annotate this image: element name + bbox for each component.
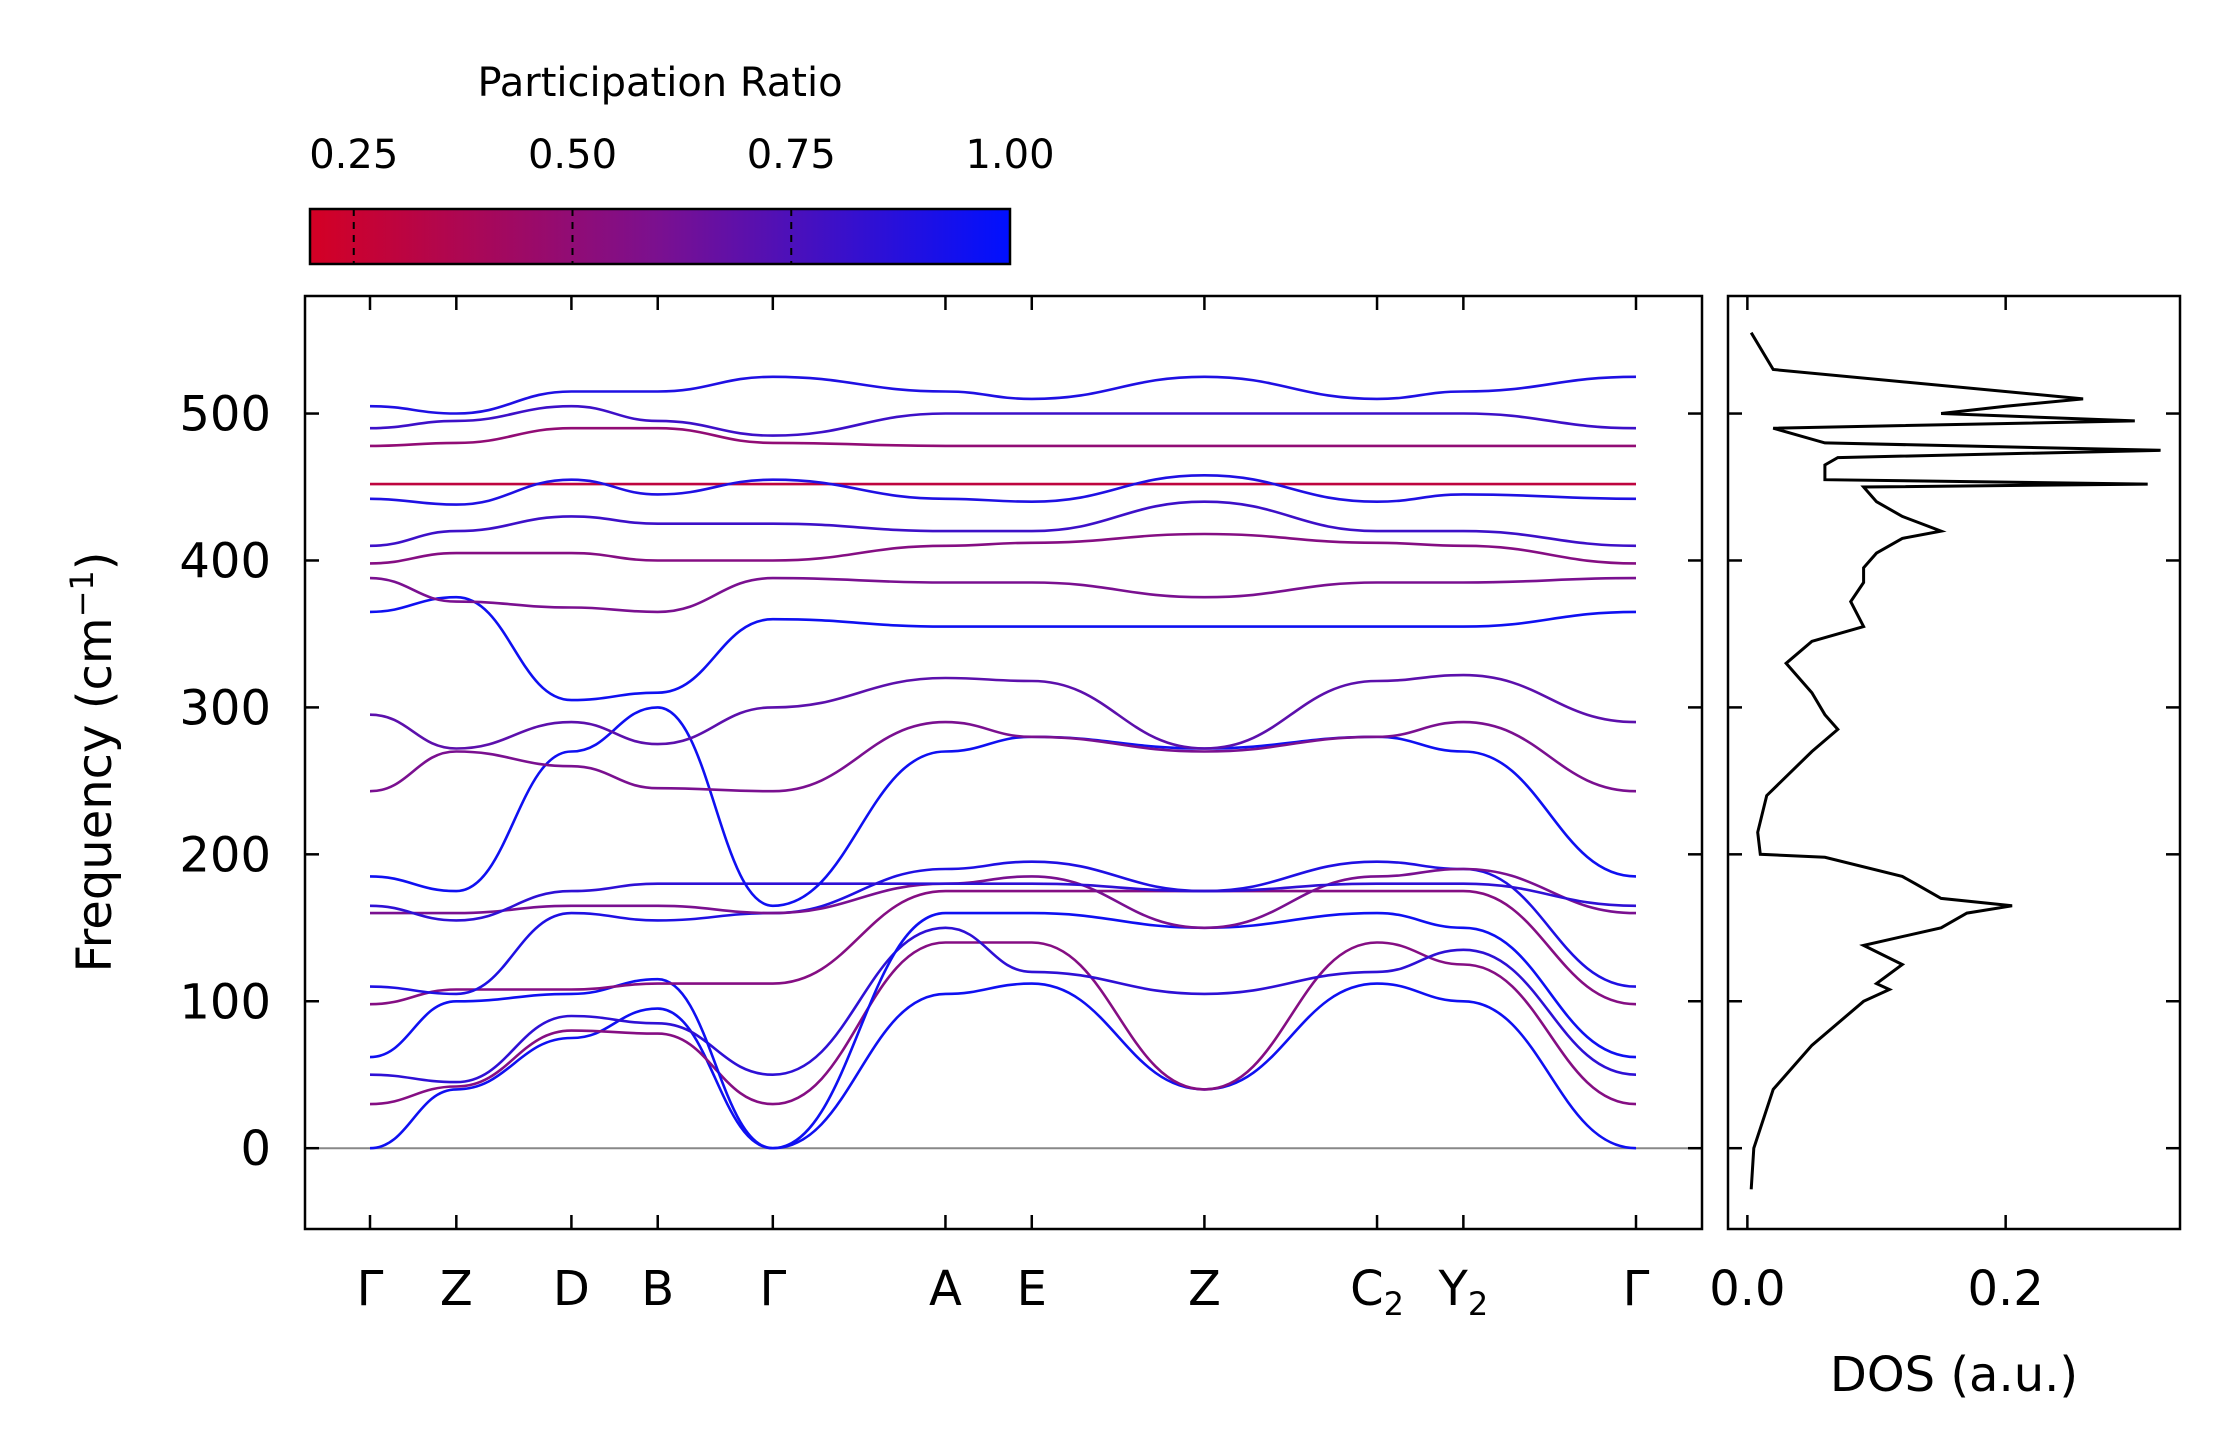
- y-tick-label: 500: [179, 387, 271, 443]
- colorbar-gradient: [308, 207, 1012, 266]
- high-symmetry-label: Z: [440, 1261, 473, 1317]
- y-axis-title: Frequency (cm−1): [63, 551, 123, 972]
- dos-y-ticks: [1728, 412, 2180, 1150]
- dos-x-tick-label: 0.0: [1709, 1261, 1785, 1317]
- phonon-band: [369, 404, 1637, 437]
- band-plot-frame: [303, 294, 1704, 1231]
- phonon-band: [369, 532, 1637, 565]
- high-symmetry-label: Z: [1188, 1261, 1221, 1317]
- phonon-band: [369, 473, 1637, 506]
- colorbar-tick-label: 0.75: [747, 132, 836, 178]
- phonon-band: [369, 595, 1637, 702]
- phonon-band: [369, 889, 1637, 1006]
- colorbar-title: Participation Ratio: [477, 60, 842, 106]
- high-symmetry-label: E: [1017, 1261, 1047, 1317]
- high-symmetry-label: Y2: [1438, 1261, 1489, 1323]
- phonon-band: [369, 500, 1637, 548]
- phonon-band: [369, 576, 1637, 614]
- phonon-band: [369, 982, 1637, 1150]
- band-y-ticks: 0 100 200 300 400 500: [179, 387, 1702, 1177]
- colorbar-tick-label: 0.25: [309, 132, 398, 178]
- colorbar-tick-label: 0.50: [528, 132, 617, 178]
- phonon-band: [369, 673, 1637, 750]
- dos-curve: [1749, 331, 2161, 1190]
- high-symmetry-label: Γ: [357, 1261, 384, 1317]
- phonon-bands: [369, 375, 1637, 1150]
- phonon-band: [369, 706, 1637, 908]
- phonon-band: [369, 926, 1637, 1084]
- colorbar-tick-label: 1.00: [965, 132, 1054, 178]
- y-tick-label: 0: [240, 1121, 271, 1177]
- high-symmetry-label: Γ: [759, 1261, 786, 1317]
- y-tick-label: 300: [179, 680, 271, 736]
- y-tick-label: 200: [179, 827, 271, 883]
- dos-plot-frame: [1726, 294, 2182, 1231]
- high-symmetry-label: D: [553, 1261, 590, 1317]
- high-symmetry-label: A: [929, 1261, 962, 1317]
- dos-x-axis-title: DOS (a.u.): [1830, 1347, 2078, 1403]
- dos-x-tick-label: 0.2: [1967, 1261, 2043, 1317]
- phonon-band: [369, 867, 1637, 930]
- high-symmetry-label: B: [641, 1261, 674, 1317]
- y-tick-label: 400: [179, 533, 271, 589]
- phonon-band: [369, 860, 1637, 996]
- high-symmetry-label: Γ: [1623, 1261, 1650, 1317]
- phonon-band: [369, 720, 1637, 793]
- y-tick-label: 100: [179, 974, 271, 1030]
- colorbar-ticks: 0.25 0.50 0.75 1.00: [309, 132, 1055, 264]
- dos-panel: 0.0 0.2 DOS (a.u.): [1709, 294, 2182, 1403]
- phonon-band: [369, 375, 1637, 415]
- phonon-band: [369, 882, 1637, 922]
- phonon-band: [369, 911, 1637, 1150]
- high-symmetry-label: C2: [1350, 1261, 1404, 1323]
- phonon-band: [369, 941, 1637, 1106]
- colorbar: Participation Ratio 0.25 0.50 0.75 1.00: [308, 60, 1055, 266]
- band-x-ticks: Γ Z D B Γ A E Z C2 Y2 Γ: [357, 296, 1650, 1323]
- dos-x-ticks: 0.0 0.2: [1709, 296, 2044, 1317]
- phonon-band: [369, 426, 1636, 448]
